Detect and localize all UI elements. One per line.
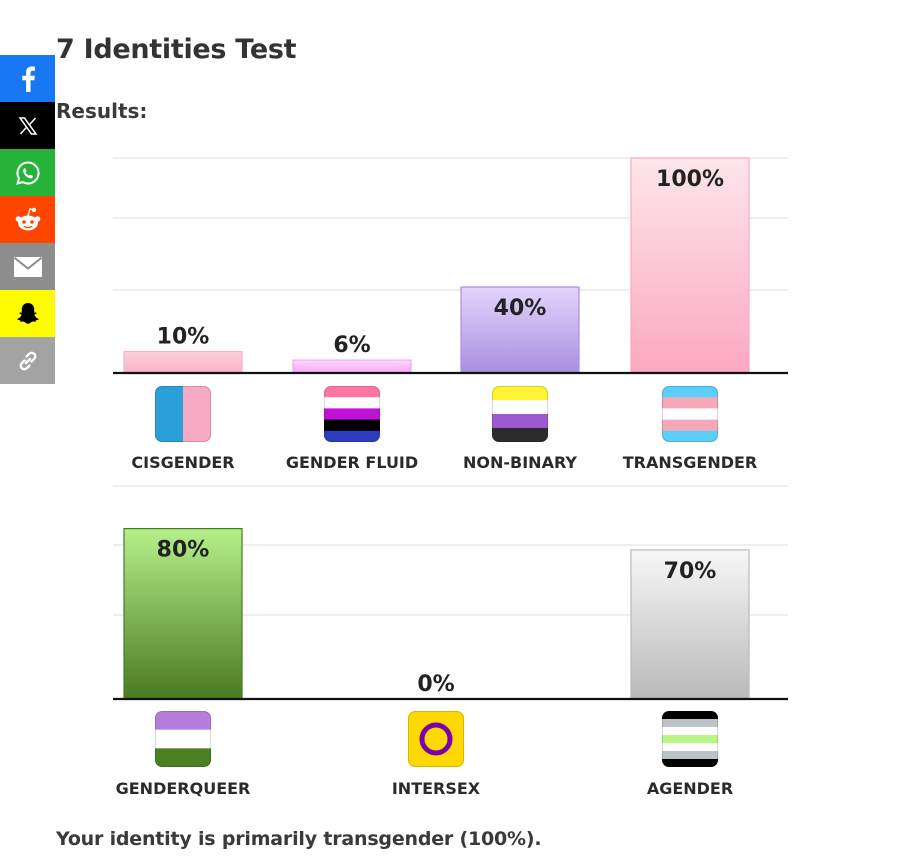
- page-title: 7 Identities Test: [56, 34, 297, 65]
- category-label: GENDERQUEER: [116, 779, 251, 798]
- flag-stripes: [408, 711, 464, 767]
- flag-stripe: [492, 414, 548, 429]
- category-label: AGENDER: [647, 779, 733, 798]
- flag-stripe: [662, 408, 718, 421]
- snapchat-icon: [15, 301, 41, 327]
- facebook-share-button[interactable]: [0, 55, 55, 102]
- intersex-flag-icon: [408, 711, 464, 767]
- facebook-icon: [17, 66, 39, 92]
- link-icon: [15, 348, 41, 374]
- flag-stripes: [662, 386, 718, 442]
- flag-stripe: [662, 759, 718, 767]
- bar-value-label: 40%: [494, 296, 547, 321]
- reddit-share-button[interactable]: [0, 196, 55, 243]
- flag-stripe: [662, 386, 718, 398]
- flag-stripe: [155, 386, 184, 442]
- result-summary: Your identity is primarily transgender (…: [56, 828, 542, 850]
- email-icon: [13, 256, 43, 278]
- flag-stripe: [183, 386, 211, 442]
- flag-stripe: [324, 430, 380, 442]
- snapchat-share-button[interactable]: [0, 290, 55, 337]
- flag-stripe: [492, 400, 548, 415]
- share-bar: [0, 55, 55, 384]
- bar-value-label: 0%: [417, 672, 454, 697]
- flag-stripes: [155, 386, 211, 442]
- flag-stripe: [155, 748, 211, 767]
- category-label: NON-BINARY: [463, 453, 577, 472]
- flag-stripe: [662, 397, 718, 409]
- flag-stripe: [324, 386, 380, 398]
- bar-value-label: 6%: [333, 333, 370, 358]
- chart-panel-2: 80% GENDERQUEER 0% INTERSEX 70% AGENDER: [113, 485, 788, 798]
- bar-value-label: 80%: [157, 538, 210, 563]
- results-label: Results:: [56, 99, 148, 123]
- bar-value-label: 100%: [656, 167, 724, 192]
- whatsapp-share-button[interactable]: [0, 149, 55, 196]
- flag-border: [155, 711, 211, 767]
- copy-link-share-button[interactable]: [0, 337, 55, 384]
- x-icon: [18, 116, 38, 136]
- flag-stripe: [662, 711, 718, 720]
- flag-stripe: [662, 727, 718, 736]
- flag-stripe: [662, 751, 718, 760]
- bar-genderqueer: [123, 527, 243, 700]
- flag-stripe: [155, 729, 211, 749]
- flag-border: [492, 386, 548, 442]
- flag-stripe: [662, 719, 718, 728]
- flag-border: [662, 386, 718, 442]
- bar-value-label: 10%: [157, 325, 210, 350]
- flag-stripe: [408, 711, 464, 767]
- x-share-button[interactable]: [0, 102, 55, 149]
- bar-gender-fluid: [292, 359, 412, 374]
- bar-transgender: [630, 157, 750, 374]
- flag-stripes: [492, 386, 548, 442]
- flag-stripe: [492, 428, 548, 442]
- category-label: INTERSEX: [392, 779, 481, 798]
- flag-border: [324, 386, 380, 442]
- flag-stripe: [324, 419, 380, 432]
- transgender-flag-icon: [662, 386, 718, 442]
- flag-border: [155, 386, 211, 442]
- flag-border: [662, 711, 718, 767]
- genderqueer-flag-icon: [155, 711, 211, 767]
- chart-panel-1: 10% CISGENDER 6% GENDER FLUID 40% NON-BINARY 1…: [113, 157, 788, 472]
- flag-stripe: [324, 408, 380, 421]
- nonbinary-flag-icon: [492, 386, 548, 442]
- category-label: TRANSGENDER: [623, 453, 758, 472]
- flag-stripe: [492, 386, 548, 401]
- bar-non-binary: [460, 286, 580, 374]
- cisgender-flag-icon: [155, 386, 211, 442]
- flag-stripe: [662, 735, 718, 744]
- agender-flag-icon: [662, 711, 718, 767]
- bar-value-label: 70%: [664, 559, 717, 584]
- flag-stripes: [662, 711, 718, 767]
- flag-border: [408, 711, 464, 767]
- flag-stripe: [662, 743, 718, 752]
- email-share-button[interactable]: [0, 243, 55, 290]
- flag-stripe: [155, 711, 211, 731]
- bar-cisgender: [123, 350, 243, 374]
- reddit-icon: [13, 206, 43, 234]
- flag-ring: [419, 722, 453, 756]
- flag-stripes: [324, 386, 380, 442]
- bar-agender: [630, 549, 750, 700]
- genderfluid-flag-icon: [324, 386, 380, 442]
- whatsapp-icon: [15, 160, 41, 186]
- category-label: CISGENDER: [131, 453, 234, 472]
- flag-stripe: [662, 419, 718, 432]
- flag-stripes: [155, 711, 211, 767]
- flag-stripe: [324, 397, 380, 409]
- category-label: GENDER FLUID: [286, 453, 418, 472]
- flag-stripe: [662, 430, 718, 442]
